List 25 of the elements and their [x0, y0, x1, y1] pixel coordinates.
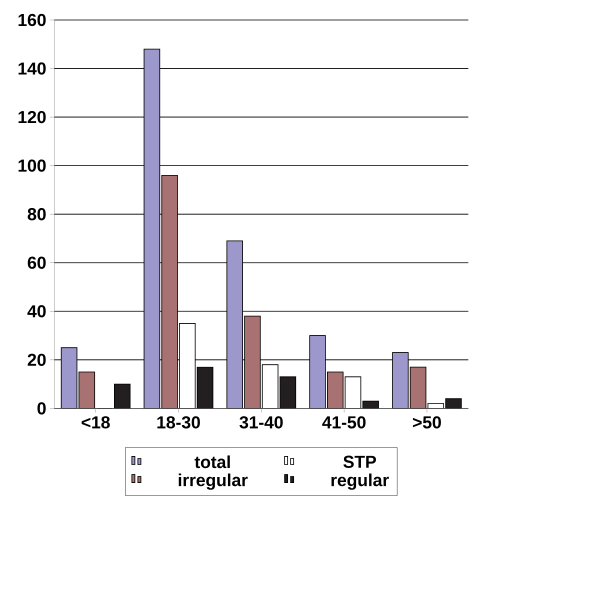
bar — [196, 366, 214, 408]
x-tick-label: <18 — [82, 416, 110, 428]
bar — [280, 376, 296, 408]
y-tick-label: 0 — [37, 402, 46, 415]
y-tick-label: 40 — [27, 305, 46, 318]
bar — [244, 316, 261, 408]
bar — [78, 372, 96, 408]
x-tick-label: 18-30 — [157, 416, 200, 429]
y-tick-label: 100 — [18, 160, 46, 172]
bar — [161, 174, 178, 408]
x-tick-label: 31-40 — [240, 416, 283, 429]
y-tick-label: 20 — [28, 354, 46, 366]
y-tick-label: 60 — [28, 256, 46, 269]
legend-label: irregular — [178, 474, 248, 490]
y-tick-label: 140 — [18, 62, 46, 75]
legend-label: regular — [331, 474, 389, 490]
y-tick-label: 120 — [18, 110, 46, 124]
x-tick-label: >50 — [412, 416, 441, 428]
x-tick-label: 41-50 — [322, 416, 366, 428]
bar — [410, 366, 426, 408]
y-tick-label: 80 — [28, 208, 46, 220]
text: STP — [343, 456, 376, 468]
y-tick-label: 160 — [18, 14, 46, 26]
bar — [327, 372, 344, 408]
text: total — [194, 455, 230, 468]
